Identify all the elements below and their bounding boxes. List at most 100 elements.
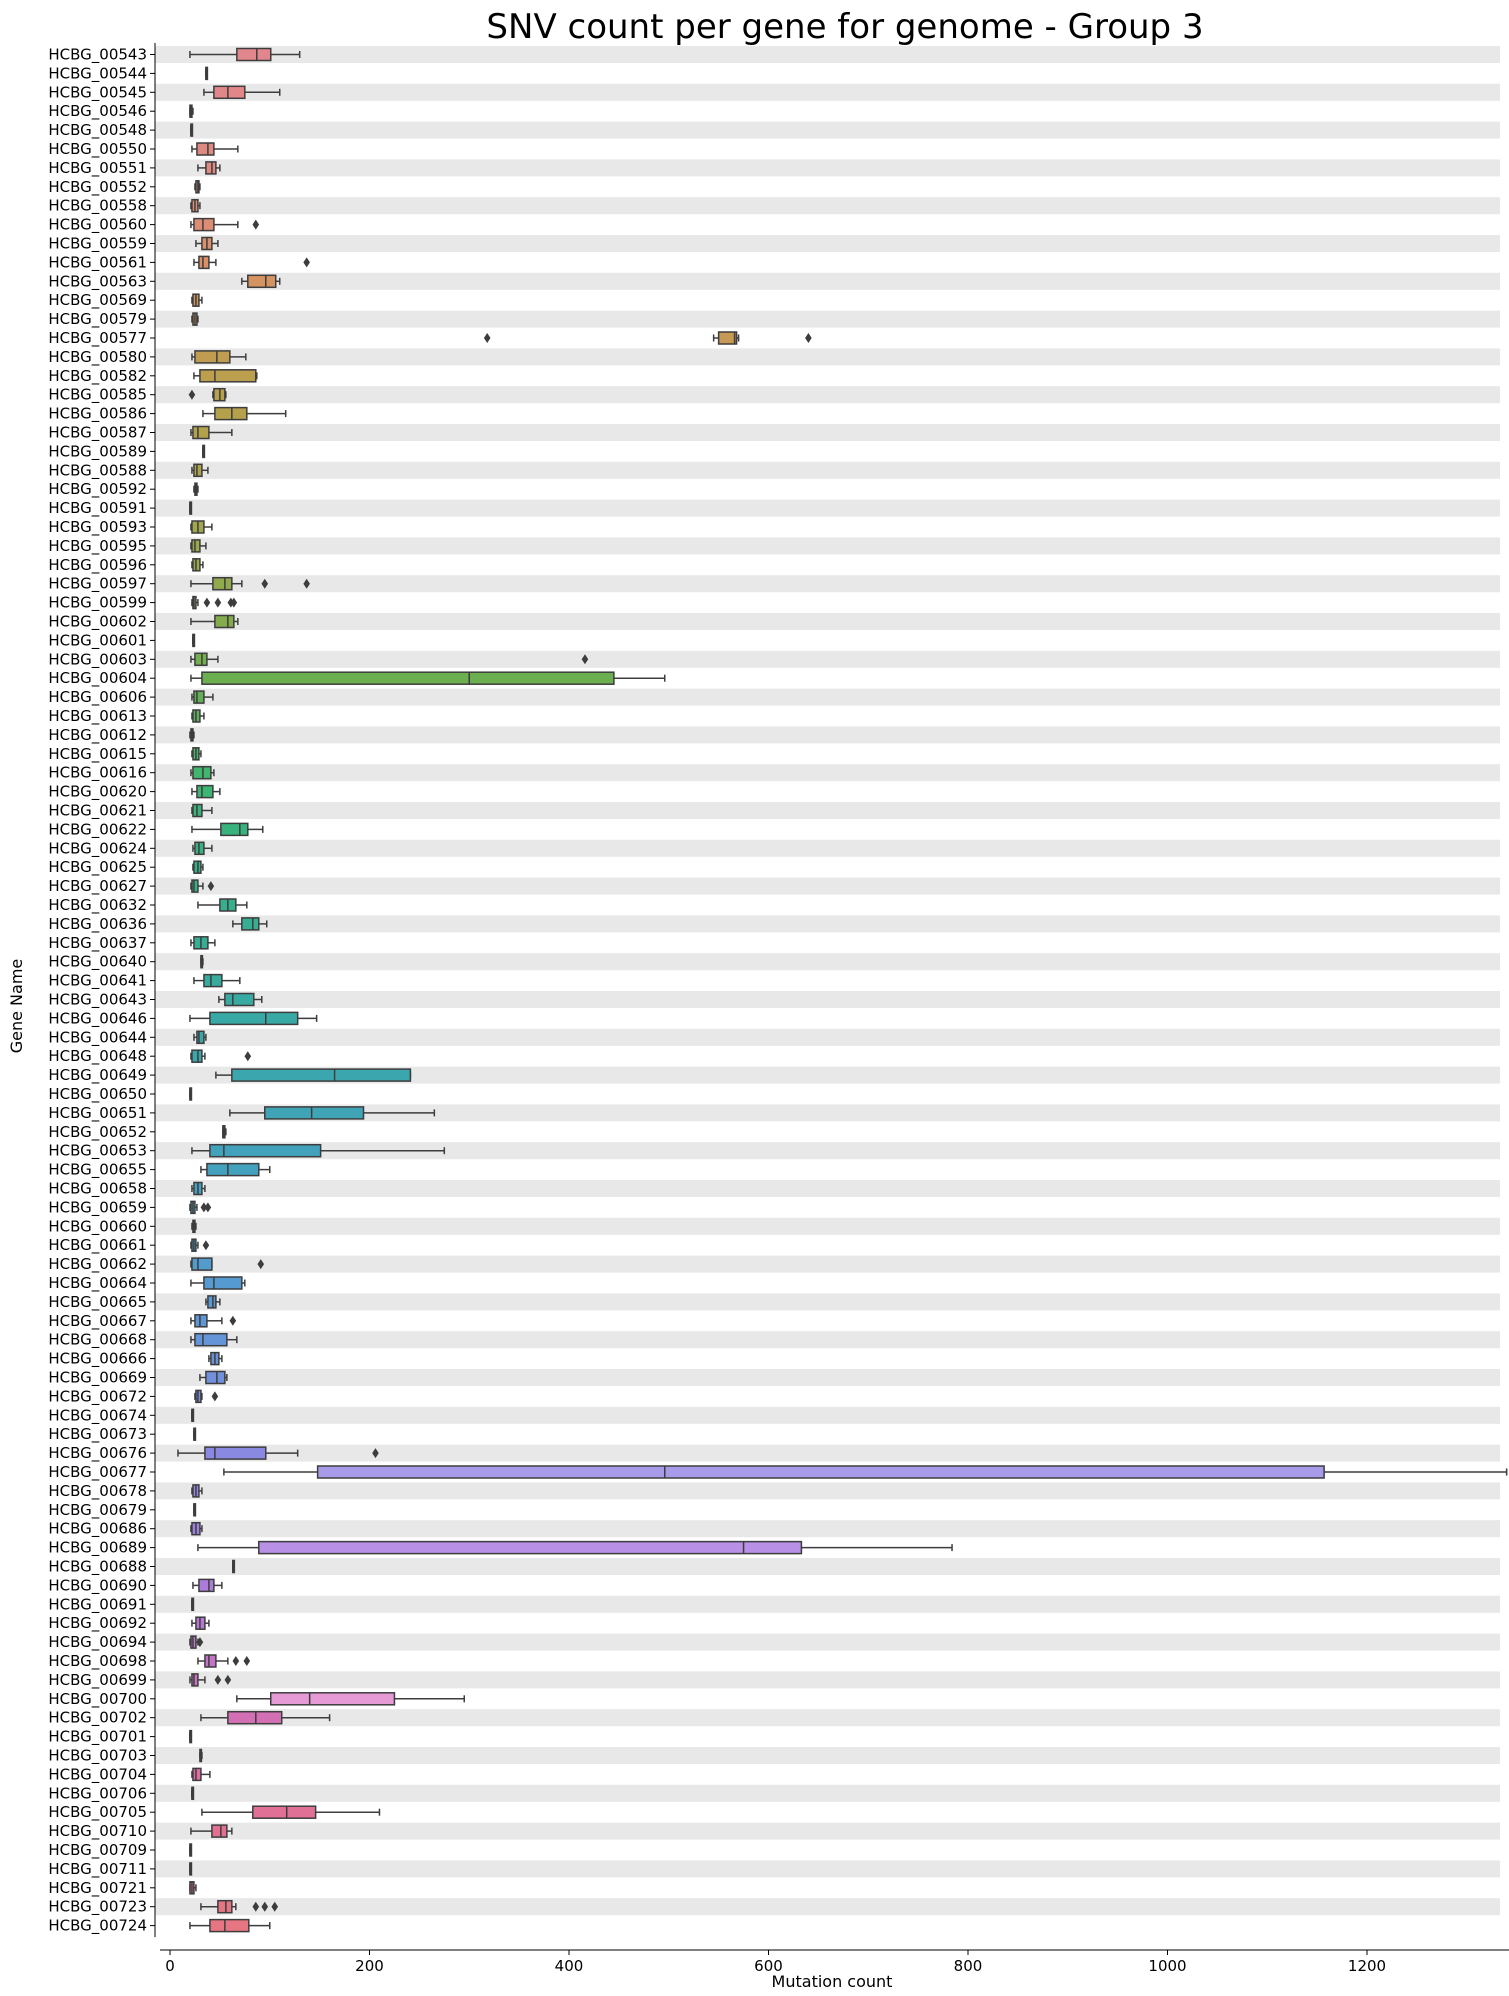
row-band (155, 310, 1500, 328)
y-tick-label: HCBG_00636 (48, 915, 147, 934)
box-plot-hcbg-00659 (189, 1200, 212, 1215)
box-plot-hcbg-00597 (190, 576, 310, 591)
row-band (155, 461, 1500, 479)
box-plot-hcbg-00601 (192, 633, 196, 648)
box-plot-hcbg-00649 (215, 1068, 412, 1082)
y-tick-label: HCBG_00698 (48, 1652, 147, 1671)
outlier-marker (805, 333, 812, 343)
box-plot-hcbg-00694 (189, 1635, 204, 1649)
box-plot-hcbg-00678 (191, 1484, 203, 1498)
y-tick-label: HCBG_00648 (48, 1047, 147, 1066)
y-tick-label: HCBG_00593 (48, 518, 147, 537)
box-plot-hcbg-00665 (205, 1295, 221, 1309)
y-tick-label: HCBG_00544 (48, 64, 147, 83)
box (258, 1540, 803, 1555)
row-band (155, 1595, 1500, 1613)
box-plot-hcbg-00588 (191, 463, 209, 478)
y-tick-label: HCBG_00651 (48, 1104, 147, 1123)
y-tick-label: HCBG_00652 (48, 1123, 147, 1142)
y-tick-label: HCBG_00694 (48, 1633, 147, 1652)
outlier-marker (252, 1901, 260, 1912)
y-tick-label: HCBG_00665 (48, 1293, 147, 1312)
box-plot-hcbg-00669 (199, 1370, 228, 1385)
box-plot-hcbg-00636 (232, 917, 268, 931)
box-plot-hcbg-00643 (218, 992, 263, 1007)
box-plot-hcbg-00640 (200, 954, 204, 969)
box (205, 161, 217, 175)
y-tick-label: HCBG_00723 (48, 1898, 147, 1917)
box-plot-hcbg-00603 (190, 652, 589, 667)
y-tick-label: HCBG_00705 (48, 1803, 147, 1822)
box-plot-hcbg-00616 (190, 765, 215, 780)
box (191, 1673, 199, 1687)
box-plot-hcbg-00689 (197, 1540, 953, 1555)
box-plot-hcbg-00702 (200, 1710, 331, 1725)
box (193, 217, 215, 232)
y-tick-label: HCBG_00688 (48, 1558, 147, 1577)
y-tick-label: HCBG_00580 (48, 348, 147, 367)
chart-title: SNV count per gene for genome - Group 3 (486, 7, 1203, 47)
y-tick-label: HCBG_00601 (48, 631, 147, 650)
box (717, 331, 738, 345)
row-band (155, 83, 1500, 101)
row-band (155, 915, 1500, 933)
outlier-marker (271, 1901, 279, 1912)
y-tick-label: HCBG_00689 (48, 1539, 147, 1558)
y-axis-label: Gene Name (7, 959, 26, 1054)
box-plot-hcbg-00620 (191, 784, 221, 799)
box-plot-hcbg-00651 (229, 1106, 436, 1120)
box-plot-hcbg-00561 (193, 255, 310, 270)
box-plot-hcbg-00699 (189, 1673, 232, 1687)
box-plot-hcbg-00661 (190, 1238, 210, 1252)
y-tick-label: HCBG_00679 (48, 1501, 147, 1520)
box-plot-hcbg-00701 (189, 1729, 193, 1744)
outlier-marker (303, 257, 310, 268)
box (191, 879, 199, 893)
y-tick-label: HCBG_00620 (48, 783, 147, 802)
outlier-marker (243, 1656, 251, 1666)
row-band (155, 575, 1500, 593)
box (203, 973, 223, 988)
box-plot-hcbg-00613 (191, 709, 205, 723)
row-band (155, 1747, 1500, 1764)
box-plot-hcbg-00652 (222, 1125, 227, 1139)
y-tick-label: HCBG_00599 (48, 594, 147, 613)
y-tick-label: HCBG_00669 (48, 1369, 147, 1388)
box-plot-hcbg-00558 (190, 198, 201, 213)
y-tick-label: HCBG_00640 (48, 953, 147, 972)
outlier-marker (257, 1259, 265, 1270)
row-band (155, 764, 1500, 782)
box-plot-hcbg-00548 (190, 123, 194, 137)
y-tick-label: HCBG_00673 (48, 1425, 147, 1444)
box-plot-hcbg-00580 (191, 350, 247, 364)
box (207, 1295, 217, 1309)
box (247, 274, 277, 289)
box-plot-hcbg-00624 (192, 841, 213, 856)
box-plot-hcbg-00637 (190, 936, 216, 950)
box-plot-hcbg-00658 (191, 1181, 206, 1196)
box-plot-hcbg-00596 (191, 558, 204, 572)
box (209, 1143, 322, 1158)
x-tick-label: 400 (555, 1957, 584, 1975)
outlier-marker (483, 333, 491, 343)
y-tick-label: HCBG_00672 (48, 1387, 147, 1406)
box-plot-hcbg-00704 (191, 1767, 211, 1782)
y-tick-label: HCBG_00703 (48, 1747, 147, 1766)
x-tick-label: 0 (165, 1957, 175, 1975)
box-plot-hcbg-00710 (190, 1824, 233, 1838)
y-tick-label: HCBG_00548 (48, 121, 147, 140)
x-axis-label: Mutation count (772, 1972, 893, 1991)
y-tick-label: HCBG_00637 (48, 934, 147, 953)
row-band (155, 726, 1500, 744)
row-band (155, 613, 1500, 630)
box-plot-hcbg-00579 (191, 312, 199, 326)
outlier-marker (204, 1202, 212, 1213)
row-band (155, 1104, 1500, 1122)
y-tick-label: HCBG_00624 (48, 839, 147, 858)
outlier-marker (203, 597, 211, 608)
row-band (155, 159, 1500, 177)
row-band (155, 1558, 1500, 1575)
outlier-marker (261, 578, 269, 589)
y-tick-label: HCBG_00706 (48, 1784, 147, 1803)
box-plot-hcbg-00586 (202, 406, 287, 421)
